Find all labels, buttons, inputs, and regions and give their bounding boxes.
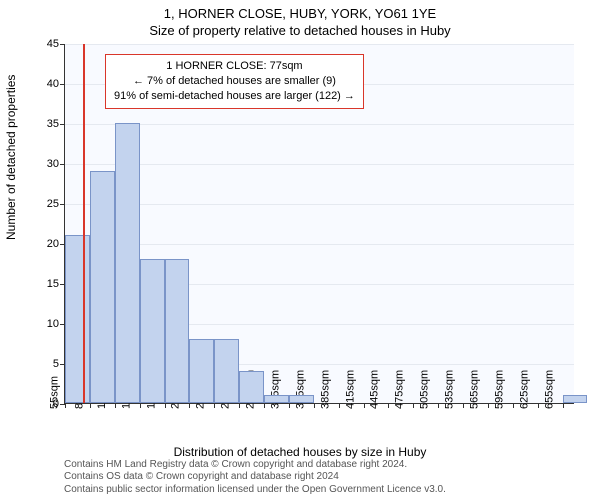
x-axis-label: Distribution of detached houses by size … [0,445,600,459]
chart-plot-area: 05101520253035404555sqm85sqm115sqm145sqm… [64,44,574,404]
xtick-mark [214,403,215,408]
gridline [65,164,574,165]
chart-footer: Contains HM Land Registry data © Crown c… [64,459,446,497]
xtick-label: 415sqm [344,370,356,409]
histogram-bar [214,339,239,403]
footer-line-2: Contains OS data © Crown copyright and d… [64,471,446,484]
ytick-mark [60,124,65,125]
histogram-bar [563,395,588,403]
xtick-mark [140,403,141,408]
xtick-mark [239,403,240,408]
gridline [65,124,574,125]
xtick-mark [115,403,116,408]
histogram-bar [165,259,190,403]
histogram-bar [115,123,140,403]
footer-line-3: Contains public sector information licen… [64,484,446,497]
xtick-label: 655sqm [543,370,555,409]
annotation-line: ← 7% of detached houses are smaller (9) [114,74,355,89]
xtick-mark [165,403,166,408]
xtick-label: 505sqm [419,370,431,409]
ytick-mark [60,84,65,85]
histogram-bar [140,259,165,403]
histogram-bar [289,395,314,403]
xtick-label: 55sqm [48,376,60,409]
xtick-mark [488,403,489,408]
xtick-mark [189,403,190,408]
xtick-mark [463,403,464,408]
xtick-mark [65,403,66,408]
ytick-label: 30 [47,158,59,170]
chart-title-sub: Size of property relative to detached ho… [0,23,600,38]
xtick-label: 535sqm [443,370,455,409]
gridline [65,244,574,245]
ytick-mark [60,204,65,205]
histogram-bar [264,395,289,403]
y-axis-label: Number of detached properties [4,75,18,240]
annotation-line: 91% of semi-detached houses are larger (… [114,89,355,104]
xtick-mark [538,403,539,408]
footer-line-1: Contains HM Land Registry data © Crown c… [64,459,446,472]
xtick-mark [563,403,564,408]
xtick-label: 355sqm [294,370,306,409]
xtick-mark [339,403,340,408]
ytick-label: 10 [47,318,59,330]
ytick-label: 15 [47,278,59,290]
ytick-label: 40 [47,78,59,90]
xtick-mark [438,403,439,408]
xtick-mark [413,403,414,408]
xtick-label: 565sqm [468,370,480,409]
xtick-label: 475sqm [394,370,406,409]
xtick-label: 385sqm [319,370,331,409]
xtick-mark [264,403,265,408]
xtick-mark [513,403,514,408]
reference-line [83,44,85,403]
xtick-mark [314,403,315,408]
annotation-line: 1 HORNER CLOSE: 77sqm [114,59,355,74]
xtick-label: 625sqm [518,370,530,409]
histogram-bar [90,171,115,403]
ytick-mark [60,44,65,45]
histogram-bar [239,371,264,403]
histogram-bar [65,235,90,403]
ytick-label: 45 [47,38,59,50]
ytick-label: 20 [47,238,59,250]
xtick-mark [388,403,389,408]
ytick-label: 25 [47,198,59,210]
ytick-mark [60,164,65,165]
ytick-label: 35 [47,118,59,130]
xtick-label: 325sqm [269,370,281,409]
ytick-label: 5 [53,358,59,370]
histogram-bar [189,339,214,403]
xtick-mark [90,403,91,408]
xtick-mark [364,403,365,408]
xtick-mark [289,403,290,408]
gridline [65,204,574,205]
annotation-box: 1 HORNER CLOSE: 77sqm← 7% of detached ho… [105,54,364,109]
xtick-label: 445sqm [369,370,381,409]
gridline [65,44,574,45]
chart-title-main: 1, HORNER CLOSE, HUBY, YORK, YO61 1YE [0,6,600,21]
xtick-label: 595sqm [493,370,505,409]
